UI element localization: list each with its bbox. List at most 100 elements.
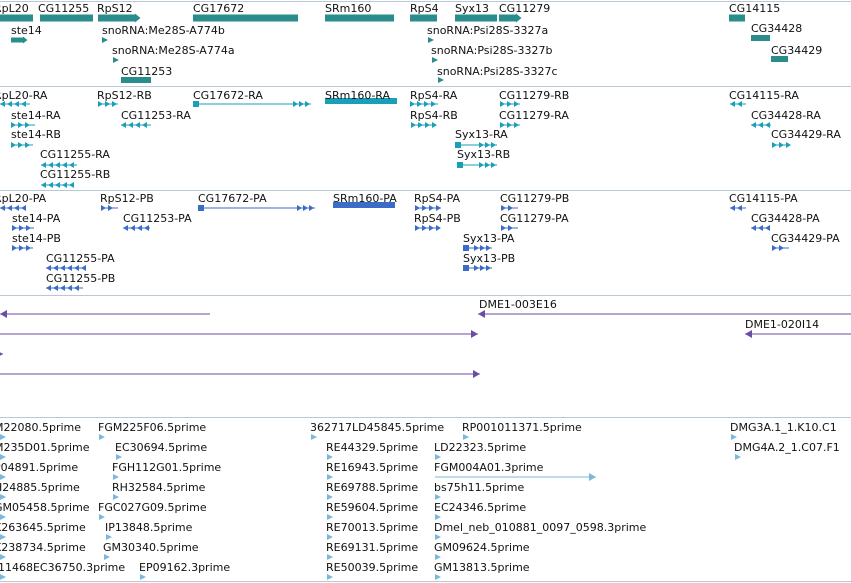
genes-feature-label[interactable]: RpS12 — [97, 2, 133, 15]
clones-feature-label[interactable]: DME1-020I14 — [745, 318, 820, 331]
genes-feature-label[interactable]: CG17672 — [193, 2, 245, 15]
proteins-feature-label[interactable]: CG11279-PB — [500, 192, 570, 205]
genes-feature-label[interactable]: snoRNA:Me28S-A774a — [112, 44, 235, 57]
proteins-feature-label[interactable]: Syx13-PA — [463, 232, 515, 245]
transcripts-feature-label[interactable]: ste14-RA — [11, 109, 61, 122]
proteins-feature-label[interactable]: RpS4-PB — [414, 212, 461, 225]
proteins-feature-glyph[interactable] — [333, 202, 395, 208]
genes-feature-glyph[interactable] — [121, 77, 151, 83]
ests-feature-label[interactable]: M22080.5prime — [0, 421, 82, 434]
ests-feature-glyph[interactable] — [435, 574, 441, 580]
genes-feature-label[interactable]: ste14 — [11, 24, 42, 37]
transcripts-feature-glyph[interactable] — [0, 101, 30, 107]
ests-feature-label[interactable]: GM13813.5prime — [434, 561, 530, 574]
genes-feature-glyph[interactable] — [102, 37, 108, 43]
transcripts-feature-glyph[interactable] — [730, 101, 746, 107]
ests-feature-glyph[interactable] — [99, 434, 105, 440]
transcripts-feature-label[interactable]: CG11255-RA — [40, 148, 110, 161]
transcripts-feature-label[interactable]: CG11279-RB — [499, 89, 570, 102]
genes-feature-label[interactable]: snoRNA:Psi28S-3327a — [427, 24, 549, 37]
genes-feature-glyph[interactable] — [193, 14, 298, 22]
ests-feature-label[interactable]: K263645.5prime — [0, 521, 86, 534]
ests-feature-glyph[interactable] — [0, 554, 6, 560]
transcripts-feature-label[interactable]: CG11253-RA — [121, 109, 191, 122]
transcripts-feature-glyph[interactable] — [41, 182, 74, 188]
genes-feature-label[interactable]: SRm160 — [325, 2, 372, 15]
ests-feature-label[interactable]: K238734.5prime — [0, 541, 86, 554]
proteins-feature-glyph[interactable] — [463, 245, 492, 251]
transcripts-feature-label[interactable]: RpS4-RB — [410, 109, 458, 122]
transcripts-feature-label[interactable]: CG17672-RA — [193, 89, 263, 102]
transcripts-feature-label[interactable]: ste14-RB — [11, 128, 61, 141]
proteins-feature-glyph[interactable] — [12, 245, 33, 251]
proteins-feature-glyph[interactable] — [772, 245, 789, 251]
genes-feature-glyph[interactable] — [751, 35, 770, 41]
genes-feature-label[interactable]: snoRNA:Psi28S-3327b — [431, 44, 553, 57]
ests-feature-glyph[interactable] — [463, 434, 469, 440]
proteins-feature-label[interactable]: CG17672-PA — [198, 192, 267, 205]
proteins-feature-glyph[interactable] — [46, 285, 83, 291]
genes-feature-label[interactable]: Syx13 — [455, 2, 489, 15]
proteins-feature-glyph[interactable] — [46, 265, 86, 271]
transcripts-feature-label[interactable]: Syx13-RB — [457, 148, 511, 161]
clones-feature-glyph[interactable] — [0, 370, 480, 378]
ests-feature-label[interactable]: FGC027G09.5prime — [98, 501, 207, 514]
ests-feature-glyph[interactable] — [140, 574, 146, 580]
transcripts-feature-glyph[interactable] — [121, 122, 151, 128]
genes-feature-label[interactable]: CG34429 — [771, 44, 823, 57]
ests-feature-label[interactable]: RE16943.5prime — [326, 461, 419, 474]
ests-feature-glyph[interactable] — [435, 473, 596, 481]
proteins-feature-glyph[interactable] — [415, 205, 441, 211]
ests-feature-glyph[interactable] — [0, 574, 6, 580]
ests-feature-label[interactable]: RE50039.5prime — [326, 561, 419, 574]
transcripts-feature-label[interactable]: CG34429-RA — [771, 128, 841, 141]
proteins-feature-label[interactable]: ste14-PB — [12, 232, 61, 245]
clones-feature-glyph[interactable] — [0, 330, 478, 338]
genes-feature-label[interactable]: snoRNA:Psi28S-3327c — [437, 65, 558, 78]
genes-feature-glyph[interactable] — [455, 14, 497, 22]
transcripts-feature-label[interactable]: CG11279-RA — [499, 109, 569, 122]
transcripts-feature-glyph[interactable] — [500, 101, 520, 107]
transcripts-feature-glyph[interactable] — [457, 162, 497, 168]
genes-feature-glyph[interactable] — [410, 14, 437, 22]
ests-feature-glyph[interactable] — [106, 534, 112, 540]
proteins-feature-label[interactable]: ste14-PA — [12, 212, 61, 225]
proteins-feature-label[interactable]: SRm160-PA — [333, 192, 397, 205]
proteins-feature-glyph[interactable] — [463, 265, 492, 271]
ests-feature-glyph[interactable] — [0, 494, 6, 500]
ests-feature-label[interactable]: H24885.5prime — [0, 481, 80, 494]
proteins-feature-label[interactable]: CG34428-PA — [751, 212, 820, 225]
ests-feature-glyph[interactable] — [327, 514, 333, 520]
ests-feature-glyph[interactable] — [327, 534, 333, 540]
proteins-feature-label[interactable]: CG11253-PA — [123, 212, 192, 225]
ests-feature-label[interactable]: GM30340.5prime — [103, 541, 199, 554]
ests-feature-label[interactable]: RH32584.5prime — [112, 481, 206, 494]
genes-feature-label[interactable]: CG11255 — [38, 2, 90, 15]
ests-feature-label[interactable]: bs75h11.5prime — [434, 481, 525, 494]
proteins-feature-label[interactable]: CG34429-PA — [771, 232, 840, 245]
proteins-feature-label[interactable]: Syx13-PB — [463, 252, 516, 265]
ests-feature-label[interactable]: DMG3A.1_1.K10.C1 — [730, 421, 837, 434]
transcripts-feature-glyph[interactable] — [410, 101, 438, 107]
genes-feature-glyph[interactable] — [40, 14, 93, 22]
clones-feature-glyph[interactable] — [478, 310, 851, 318]
ests-feature-label[interactable]: RE59604.5prime — [326, 501, 419, 514]
clones-feature-glyph[interactable] — [745, 330, 851, 338]
genes-feature-glyph[interactable] — [325, 14, 394, 22]
transcripts-feature-label[interactable]: CG34428-RA — [751, 109, 821, 122]
ests-feature-label[interactable]: -11468EC36750.3prime — [0, 561, 126, 574]
genes-feature-glyph[interactable] — [113, 57, 119, 63]
genes-feature-glyph[interactable] — [729, 14, 745, 22]
proteins-feature-glyph[interactable] — [501, 205, 518, 211]
ests-feature-glyph[interactable] — [99, 514, 105, 520]
proteins-feature-glyph[interactable] — [501, 225, 518, 231]
ests-feature-glyph[interactable] — [0, 534, 6, 540]
clones-feature-glyph[interactable] — [0, 310, 210, 318]
ests-feature-glyph[interactable] — [735, 454, 741, 460]
genes-feature-label[interactable]: CG11279 — [499, 2, 551, 15]
ests-feature-glyph[interactable] — [327, 494, 333, 500]
ests-feature-label[interactable]: DMG4A.2_1.C07.F1 — [734, 441, 840, 454]
ests-feature-label[interactable]: FGM225F06.5prime — [98, 421, 207, 434]
ests-feature-label[interactable]: RE44329.5prime — [326, 441, 419, 454]
ests-feature-label[interactable]: EC24346.5prime — [434, 501, 527, 514]
